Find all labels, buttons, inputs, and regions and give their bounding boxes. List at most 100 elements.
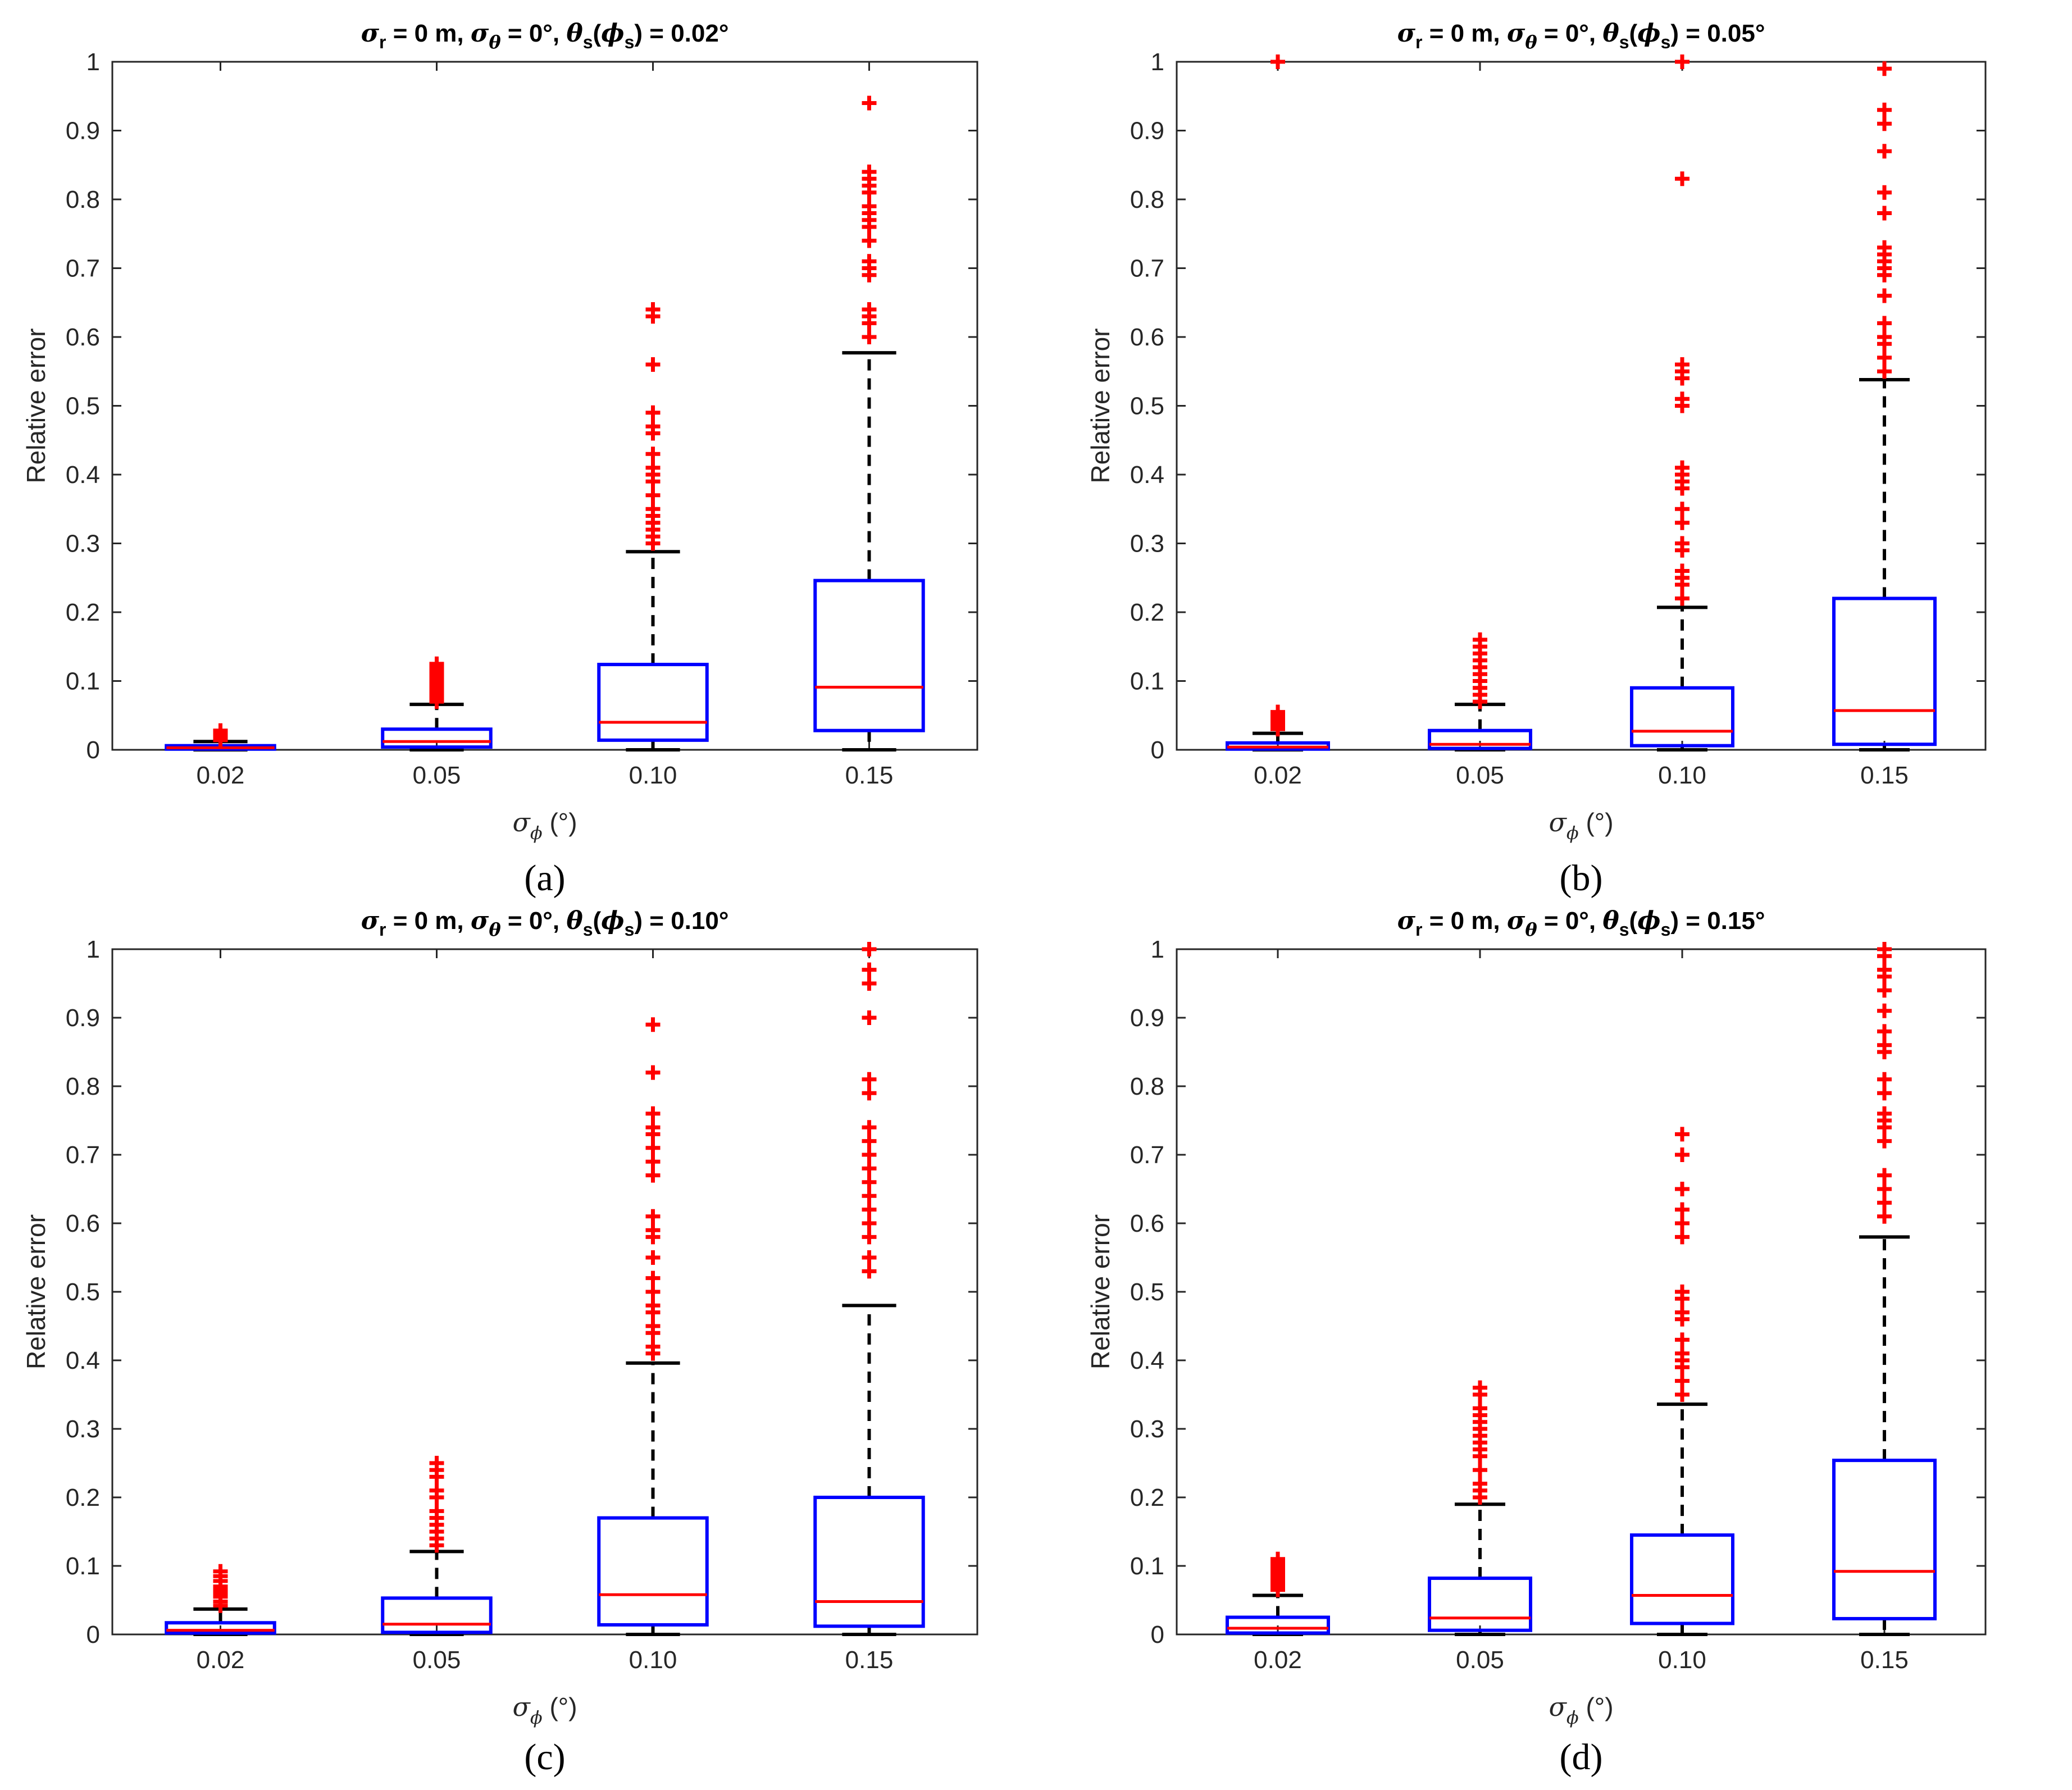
outlier-marker bbox=[1877, 240, 1892, 255]
title-sub-theta: θ bbox=[489, 919, 501, 940]
outlier-marker bbox=[645, 1168, 661, 1183]
title-sigma: σ bbox=[1397, 907, 1416, 935]
outlier-marker bbox=[862, 1161, 877, 1176]
outlier-marker bbox=[1877, 1168, 1892, 1183]
outlier-marker bbox=[1877, 1106, 1892, 1121]
outlier-marker bbox=[213, 1564, 228, 1579]
title-sigma: σ bbox=[1507, 907, 1525, 935]
outlier-marker bbox=[1877, 116, 1892, 131]
x-tick-label: 0.15 bbox=[1860, 762, 1909, 789]
title-text: ) = 0.15° bbox=[1670, 907, 1765, 935]
title-text: = 0°, bbox=[1537, 20, 1603, 47]
outlier-marker bbox=[1675, 460, 1690, 475]
outlier-marker bbox=[1675, 515, 1690, 530]
y-tick-label: 0.6 bbox=[1130, 1210, 1164, 1237]
outlier-marker bbox=[645, 302, 661, 317]
iqr-box bbox=[597, 663, 709, 742]
y-tick-label: 0.8 bbox=[1130, 186, 1164, 213]
outlier-marker bbox=[862, 199, 877, 214]
outlier-marker bbox=[862, 1229, 877, 1245]
outlier-marker bbox=[1473, 632, 1487, 647]
y-tick-label: 1 bbox=[86, 936, 100, 963]
outlier-marker bbox=[1675, 1216, 1690, 1231]
outlier-marker bbox=[645, 1065, 661, 1080]
iqr-box bbox=[1832, 1459, 1937, 1620]
outlier-marker bbox=[645, 1140, 661, 1155]
y-tick-label: 0.5 bbox=[66, 1278, 100, 1306]
outlier-marker bbox=[862, 254, 877, 269]
outlier-marker bbox=[862, 165, 877, 179]
iqr-box bbox=[1630, 1533, 1734, 1625]
outlier-marker bbox=[1877, 144, 1892, 159]
x-tick-label: 0.02 bbox=[197, 762, 245, 789]
y-tick-label: 0 bbox=[1151, 1621, 1164, 1648]
iqr-box bbox=[1630, 686, 1734, 748]
outlier-marker bbox=[1675, 54, 1690, 69]
x-label-sub-phi: ϕ bbox=[530, 1707, 543, 1728]
box-0.05 bbox=[1428, 632, 1532, 751]
outlier-marker bbox=[645, 1319, 661, 1333]
outlier-marker bbox=[862, 1086, 877, 1101]
x-axis-label: σϕ (°) bbox=[1549, 1692, 1613, 1728]
panel-title: σr = 0 m, σθ = 0°, θs(ϕs) = 0.05° bbox=[1397, 19, 1765, 53]
title-sub-r: r bbox=[379, 919, 386, 940]
outlier-marker bbox=[1270, 54, 1285, 69]
y-tick-label: 0.3 bbox=[1130, 1415, 1164, 1443]
title-sub-theta: θ bbox=[1525, 31, 1537, 53]
title-sub-s: s bbox=[583, 919, 593, 940]
outlier-marker bbox=[1877, 102, 1892, 117]
title-sub-s: s bbox=[1661, 32, 1671, 52]
x-label-unit: (°) bbox=[543, 808, 577, 837]
y-tick-label: 0.9 bbox=[1130, 117, 1164, 145]
box-0.10 bbox=[597, 302, 709, 751]
x-label-sub-phi: ϕ bbox=[530, 822, 543, 844]
outlier-marker bbox=[1877, 288, 1892, 303]
outlier-marker bbox=[1877, 962, 1892, 977]
title-sigma: σ bbox=[471, 907, 489, 935]
y-tick-label: 0 bbox=[86, 736, 100, 764]
outlier-marker bbox=[1675, 1147, 1690, 1162]
axes-frame bbox=[111, 61, 978, 751]
x-axis-label: σϕ (°) bbox=[512, 1692, 577, 1728]
box-0.15 bbox=[813, 95, 925, 751]
x-axis-label: σϕ (°) bbox=[512, 807, 577, 844]
outlier-marker bbox=[429, 1504, 444, 1519]
x-tick-label: 0.05 bbox=[413, 762, 461, 789]
x-label-sigma: σ bbox=[1549, 807, 1567, 837]
title-text: ) = 0.10° bbox=[634, 907, 728, 935]
y-tick-label: 0.8 bbox=[66, 1073, 100, 1100]
x-tick-label: 0.05 bbox=[1456, 762, 1504, 789]
title-text: ( bbox=[1629, 20, 1638, 47]
title-sub-s: s bbox=[625, 919, 635, 940]
iqr-box bbox=[381, 727, 493, 749]
title-theta: θ bbox=[566, 907, 583, 935]
y-tick-label: 0.2 bbox=[66, 599, 100, 626]
outlier-marker bbox=[645, 1120, 661, 1135]
y-tick-label: 0.4 bbox=[1130, 1347, 1164, 1374]
iqr-box bbox=[813, 579, 925, 732]
title-sub-theta: θ bbox=[1525, 919, 1537, 940]
outlier-marker bbox=[645, 1298, 661, 1313]
title-sigma: σ bbox=[471, 19, 489, 48]
box-0.10 bbox=[1630, 54, 1734, 751]
y-tick-label: 0.1 bbox=[1130, 1552, 1164, 1580]
x-axis-label: σϕ (°) bbox=[1549, 807, 1613, 844]
outlier-marker bbox=[429, 1456, 444, 1470]
y-tick-label: 0.2 bbox=[1130, 599, 1164, 626]
title-text: ) = 0.05° bbox=[1670, 20, 1765, 47]
outlier-marker bbox=[1675, 1182, 1690, 1196]
panel-title: σr = 0 m, σθ = 0°, θs(ϕs) = 0.10° bbox=[361, 907, 729, 940]
title-phi: ϕ bbox=[1637, 907, 1660, 935]
box-0.10 bbox=[597, 1017, 709, 1636]
x-tick-label: 0.05 bbox=[1456, 1646, 1504, 1674]
y-axis-label: Relative error bbox=[21, 328, 51, 483]
y-tick-label: 0.9 bbox=[66, 1004, 100, 1032]
outlier-marker bbox=[645, 447, 661, 462]
y-tick-label: 0 bbox=[86, 1621, 100, 1648]
x-tick-label: 0.10 bbox=[1658, 762, 1706, 789]
box-0.02 bbox=[165, 723, 276, 751]
x-label-unit: (°) bbox=[1579, 808, 1614, 837]
box-0.15 bbox=[813, 942, 925, 1636]
axes-frame bbox=[1176, 61, 1987, 751]
